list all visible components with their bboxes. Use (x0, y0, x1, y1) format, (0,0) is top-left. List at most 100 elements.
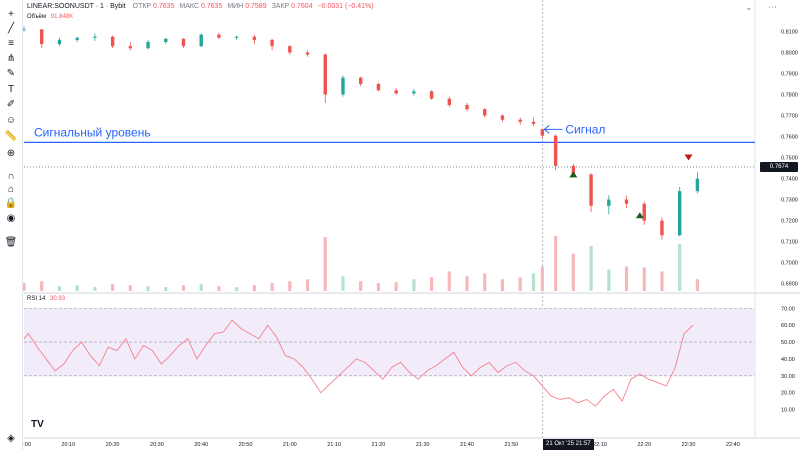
candle-body (429, 91, 434, 99)
price-tick-label: 0.7900 (781, 71, 798, 77)
rsi-tick-label: 10.00 (781, 408, 795, 414)
magnet-icon[interactable]: ∩ (7, 170, 15, 182)
volume-bar (40, 281, 44, 291)
volume-bar (288, 281, 292, 291)
time-tick-label: 21:50 (504, 442, 518, 448)
volume-bar (359, 281, 363, 291)
crosshair-time-badge: 21 Окт '25 21:57 (543, 439, 594, 450)
candle-body (677, 191, 682, 236)
low-value: 0.7589 (245, 3, 267, 10)
rsi-label[interactable]: RSI 14 (27, 296, 46, 302)
candle-body (540, 129, 545, 136)
volume-bar (624, 266, 629, 291)
ohlc-header: LINEAR:SOONUSDT · 1 · Bybit ОТКР 0.7635 … (27, 3, 374, 10)
candle-body (553, 135, 558, 166)
candle-body (624, 199, 629, 204)
trend-line-icon[interactable]: ╱ (7, 22, 15, 34)
horizontal-lines-icon[interactable]: ≡ (8, 37, 14, 49)
open-value: 0.7635 (153, 3, 175, 10)
candle-body (110, 36, 115, 47)
price-tick-label: 0.6900 (781, 282, 798, 288)
volume-bar (695, 279, 700, 291)
candle-body (199, 34, 203, 47)
lock-icon[interactable]: 🔒 (4, 197, 18, 209)
time-tick-label: 20:20 (106, 442, 120, 448)
volume-label[interactable]: Объём (27, 14, 47, 20)
volume-bar (678, 243, 682, 291)
candle-body (270, 39, 274, 47)
candle-body (128, 46, 133, 49)
candle-body (447, 98, 452, 105)
rsi-tick-label: 40.00 (781, 357, 795, 363)
price-tick-label: 0.7300 (781, 198, 798, 204)
pitchfork-icon[interactable]: ⋔ (6, 52, 16, 64)
pen-icon[interactable]: ✐ (6, 98, 16, 110)
volume-bar (128, 285, 132, 291)
open-label: ОТКР (132, 3, 152, 10)
volume-bar (235, 287, 239, 291)
rsi-tick-label: 70.00 (781, 306, 795, 312)
candle-body (75, 37, 79, 40)
lock-drawing-icon[interactable]: ⌂ (7, 183, 15, 195)
volume-bar (412, 279, 416, 291)
volume-bar (305, 279, 310, 291)
candle-body (341, 77, 345, 95)
volume-bar (270, 283, 274, 291)
buy-signal-marker (635, 212, 644, 219)
candle-body (323, 54, 327, 95)
time-tick-label: 22:30 (682, 442, 696, 448)
rsi-legend: RSI 14 30.93 (27, 296, 65, 302)
brush-icon[interactable]: ✎ (6, 67, 16, 79)
volume-bar (57, 286, 62, 291)
candle-body (500, 115, 505, 120)
volume-bar (554, 236, 558, 291)
volume-bar (164, 287, 168, 291)
crosshair-icon[interactable]: + (8, 8, 14, 20)
candle-body (483, 109, 487, 116)
volume-bar (589, 245, 593, 291)
volume-bar (465, 276, 469, 291)
time-tick-label: 21:40 (460, 442, 474, 448)
candle-body (531, 121, 536, 124)
signal-arrow-head (543, 125, 550, 134)
trash-icon[interactable]: 🗑 (4, 236, 18, 248)
time-tick-label: 22:20 (637, 442, 651, 448)
volume-bar (323, 236, 327, 291)
symbol-name[interactable]: LINEAR:SOONUSDT · 1 · Bybit (27, 3, 126, 10)
tradingview-logo-icon: TV (31, 419, 44, 430)
chevron-down-icon[interactable]: ⌄ (745, 2, 753, 12)
candle-body (376, 83, 381, 91)
current-price-badge: 0.7674 (760, 162, 798, 172)
volume-bar (199, 284, 203, 291)
high-value: 0.7635 (200, 3, 223, 10)
time-tick-label: 20:10 (61, 442, 75, 448)
rsi-tick-label: 50.00 (781, 340, 795, 346)
zoom-in-icon[interactable]: ⊕ (6, 147, 16, 159)
time-tick-label: 21:30 (416, 442, 430, 448)
price-tick-label: 0.7700 (781, 114, 798, 120)
high-label: МАКС (179, 3, 199, 10)
volume-bar (181, 285, 186, 291)
price-tick-label: 0.8100 (781, 29, 798, 35)
buy-signal-marker (569, 171, 578, 178)
candle-body (589, 174, 593, 206)
candle-body (164, 38, 168, 42)
layers-icon[interactable]: ◈ (7, 432, 15, 444)
more-icon[interactable]: ⋯ (768, 2, 777, 12)
candle-body (518, 119, 522, 122)
emoji-icon[interactable]: ☺ (5, 114, 17, 126)
candle-body (571, 165, 576, 175)
candle-body (465, 104, 469, 110)
candle-body (252, 36, 257, 40)
candle-body (359, 77, 363, 84)
volume-bar (447, 271, 451, 291)
volume-bar (429, 277, 434, 291)
candle-body (607, 199, 611, 206)
eye-icon[interactable]: ◉ (6, 212, 16, 224)
volume-bar (518, 277, 522, 291)
ruler-icon[interactable]: 📏 (4, 130, 18, 142)
price-tick-label: 0.7600 (781, 135, 798, 141)
text-icon[interactable]: T (7, 83, 15, 95)
